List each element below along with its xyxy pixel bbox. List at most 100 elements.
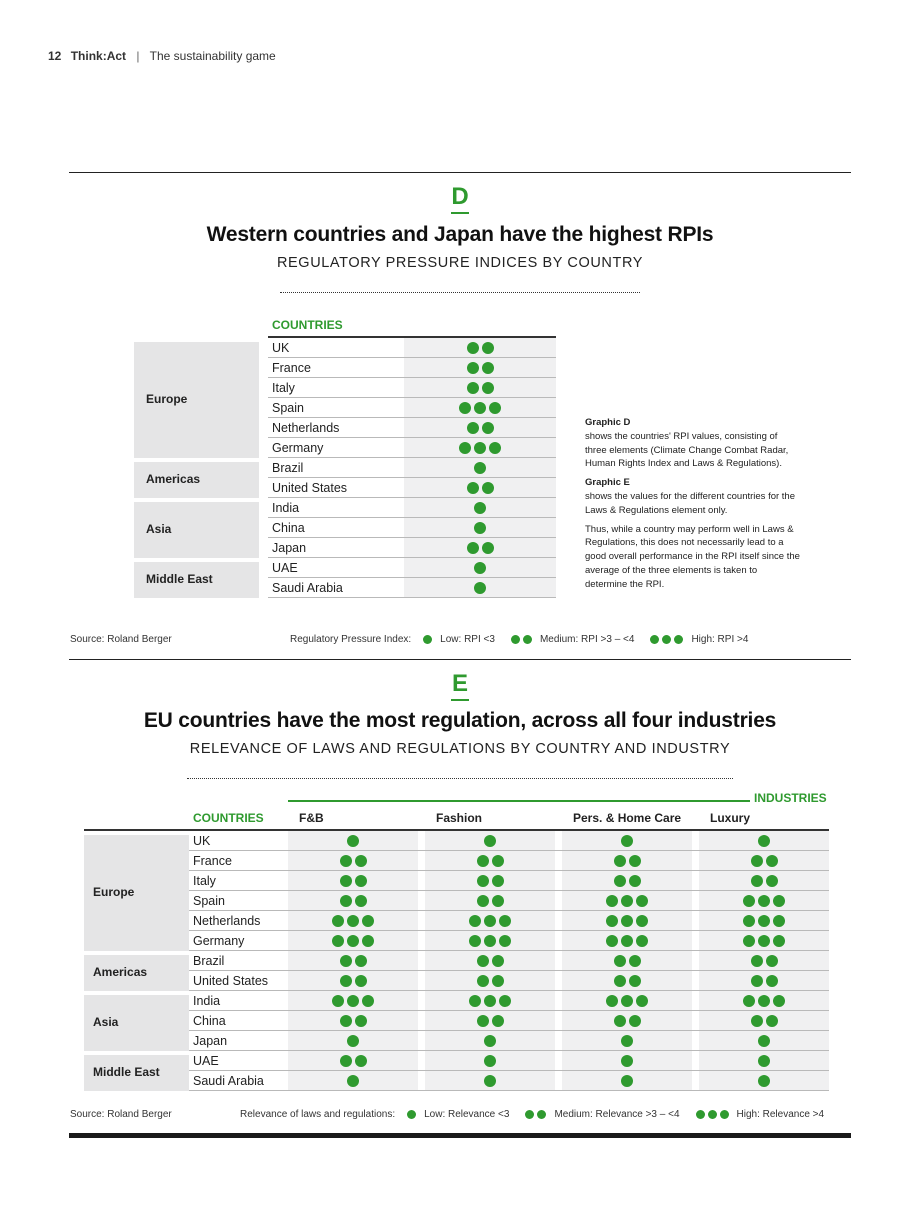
table-row: Brazil [268, 458, 556, 478]
relevance-rating [699, 891, 829, 910]
rating-dot [621, 994, 633, 1007]
table-row: Saudi Arabia [189, 1071, 829, 1091]
country-name: China [193, 1014, 226, 1028]
table-row: Germany [268, 438, 556, 458]
rating-dot [362, 914, 374, 927]
legend-dot [407, 1110, 417, 1119]
rpi-rating [404, 338, 556, 357]
rating-dot [765, 854, 778, 867]
rating-dot [481, 381, 494, 394]
note-extra: Thus, while a country may perform well i… [585, 523, 800, 590]
page-header: 12 Think:Act | The sustainability game [48, 49, 276, 63]
rating-dot [765, 954, 778, 967]
industry-header-care: Pers. & Home Care [573, 811, 682, 825]
relevance-rating [562, 931, 692, 950]
relevance-legend: Relevance of laws and regulations: Low: … [240, 1109, 840, 1120]
country-name: Italy [272, 381, 295, 395]
rating-dot [765, 874, 778, 887]
rating-dot [758, 1074, 770, 1087]
table-row: Italy [268, 378, 556, 398]
country-name: Japan [272, 541, 307, 555]
rating-dot [606, 994, 618, 1007]
relevance-rating [699, 871, 829, 890]
note-e-text: shows the values for the different count… [585, 490, 795, 516]
country-name: Netherlands [272, 421, 340, 435]
rpi-rating [404, 578, 556, 597]
rating-dot [469, 994, 481, 1007]
relevance-rating [699, 1071, 829, 1090]
graphic-d-title: Western countries and Japan have the hig… [206, 223, 714, 246]
relevance-rating [425, 871, 555, 890]
industry-header-luxury: Luxury [710, 811, 751, 825]
region-label: Europe [93, 885, 135, 899]
region-label: Middle East [146, 572, 213, 586]
relevance-rating [288, 911, 418, 930]
table-row: Brazil [189, 951, 829, 971]
rating-dot [491, 1014, 504, 1027]
country-name: Spain [272, 401, 304, 415]
rating-dot [347, 994, 359, 1007]
rating-dot [636, 994, 648, 1007]
rating-dot [743, 894, 755, 907]
relevance-rating [699, 851, 829, 870]
rating-dot [491, 894, 504, 907]
rating-dot [743, 934, 755, 947]
legend-dot [707, 1110, 717, 1119]
legend-dot [662, 635, 672, 644]
brand-name: Think:Act [70, 49, 127, 63]
rating-dot [339, 874, 352, 887]
rating-dot [362, 994, 374, 1007]
country-name: UAE [272, 561, 298, 575]
relevance-rating [562, 971, 692, 990]
industries-rule [288, 800, 750, 802]
rating-dot [773, 914, 785, 927]
rating-dot [773, 994, 785, 1007]
relevance-rating [288, 1071, 418, 1090]
page-number: 12 [48, 49, 62, 63]
rating-dot [484, 934, 496, 947]
rating-dot [491, 974, 504, 987]
region-cell: Europe [134, 342, 259, 458]
relevance-rating [288, 971, 418, 990]
rating-dot [765, 1014, 778, 1027]
rating-dot [459, 401, 471, 414]
rating-dot [765, 974, 778, 987]
graphic-notes: Graphic D shows the countries' RPI values… [585, 416, 800, 597]
relevance-rating [425, 931, 555, 950]
relevance-rating [562, 911, 692, 930]
rating-dot [606, 934, 618, 947]
rating-dot [474, 561, 486, 574]
rating-dot [339, 854, 352, 867]
country-name: UK [193, 834, 211, 848]
relevance-rating [562, 831, 692, 850]
table-row: Germany [189, 931, 829, 951]
rating-dot [484, 994, 496, 1007]
relevance-rating [425, 911, 555, 930]
rating-dot [354, 974, 367, 987]
rating-dot [476, 974, 489, 987]
rating-dot [354, 954, 367, 967]
legend-dot [674, 635, 684, 644]
rating-dot [339, 974, 352, 987]
legend-medium: Medium: RPI >3 – <4 [539, 634, 635, 645]
relevance-rating [288, 951, 418, 970]
rating-dot [362, 934, 374, 947]
rpi-rating [404, 538, 556, 557]
table-row: France [268, 358, 556, 378]
relevance-rating [562, 991, 692, 1010]
relevance-rating [562, 1011, 692, 1030]
table-row: Japan [189, 1031, 829, 1051]
rating-dot [491, 954, 504, 967]
table-row: UAE [189, 1051, 829, 1071]
country-name: Spain [193, 894, 225, 908]
rating-dot [628, 854, 641, 867]
rating-dot [758, 934, 770, 947]
rating-dot [613, 874, 626, 887]
table-row: Japan [268, 538, 556, 558]
legend-dot [695, 1110, 705, 1119]
rating-dot [750, 874, 763, 887]
relevance-rating [425, 971, 555, 990]
section-divider [69, 659, 851, 660]
graphic-e-title: EU countries have the most regulation, a… [143, 709, 777, 732]
rating-dot [332, 934, 344, 947]
